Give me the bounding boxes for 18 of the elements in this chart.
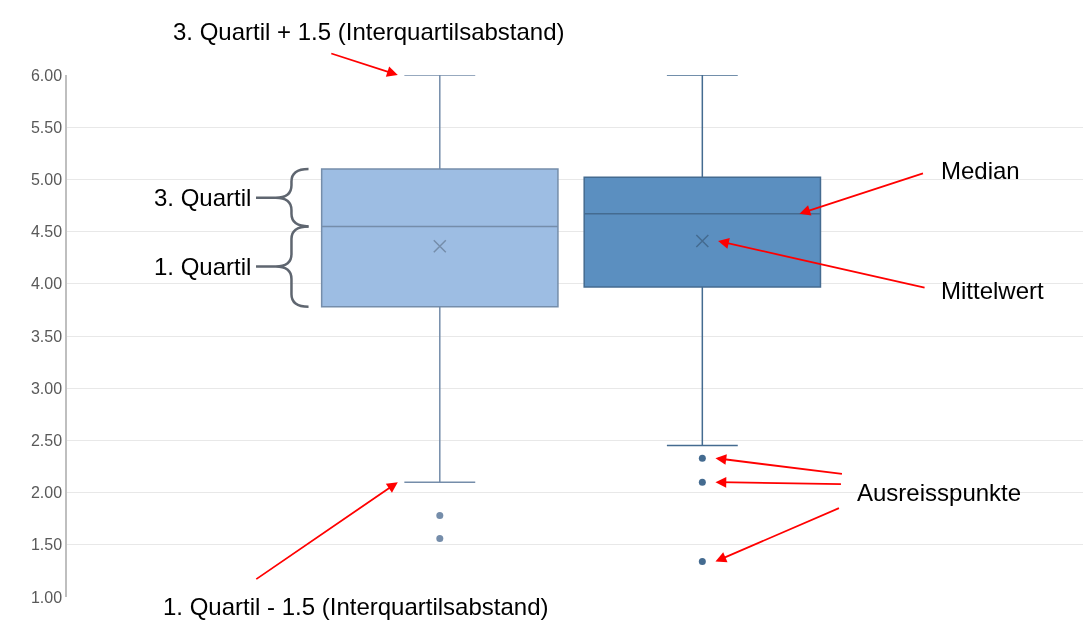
y-tick-label: 3.50 bbox=[30, 327, 63, 345]
y-tick-label: 6.00 bbox=[30, 66, 63, 84]
y-tick-label: 1.00 bbox=[30, 588, 63, 606]
annotation: Median bbox=[941, 157, 1020, 184]
y-tick-label: 1.50 bbox=[30, 536, 63, 554]
y-tick-label: 5.50 bbox=[30, 118, 63, 136]
annotation: 1. Quartil - 1.5 (Interquartilsabstand) bbox=[163, 593, 549, 620]
y-tick-label: 4.00 bbox=[30, 275, 63, 293]
annotation: Ausreisspunkte bbox=[857, 479, 1022, 506]
text: 3. Quartil + 1.5 (Interquartilsabstand) bbox=[173, 18, 565, 45]
y-tick-label: 3.00 bbox=[30, 379, 63, 397]
y-tick-label: 4.50 bbox=[30, 223, 63, 241]
annotation: Mittelwert bbox=[941, 277, 1045, 304]
y-tick-label: 5.00 bbox=[30, 171, 63, 188]
annotation: 3. Quartil bbox=[154, 184, 252, 211]
annotation: 1. Quartil bbox=[154, 253, 252, 280]
y-tick-label: 2.00 bbox=[30, 484, 63, 502]
y-tick-label: 2.50 bbox=[30, 432, 63, 449]
